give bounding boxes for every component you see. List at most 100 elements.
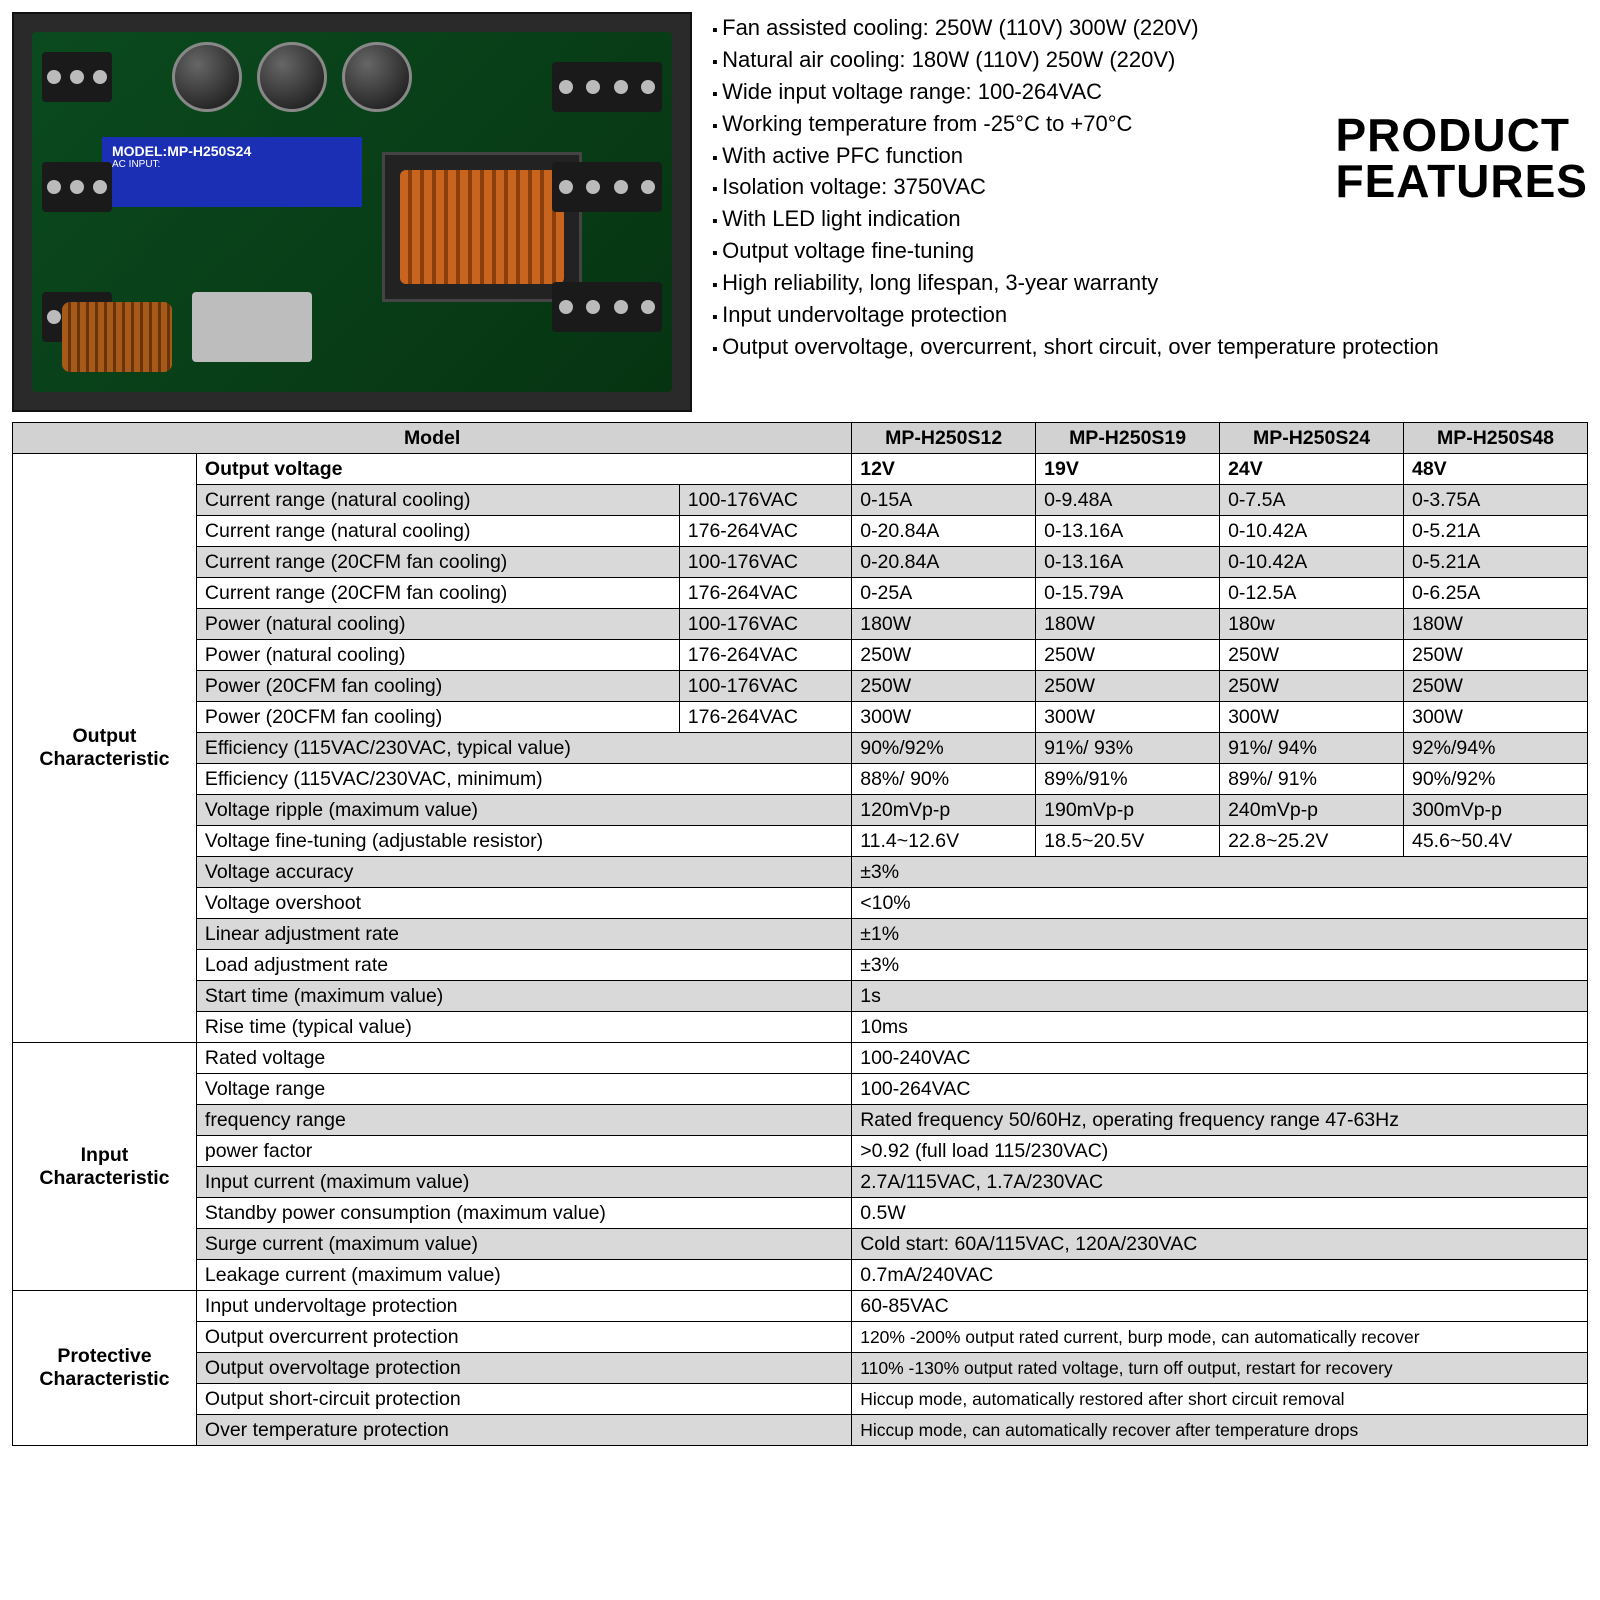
param: Start time (maximum value) bbox=[196, 981, 851, 1012]
val: 300W bbox=[852, 702, 1036, 733]
val: <10% bbox=[852, 888, 1588, 919]
param: Voltage fine-tuning (adjustable resistor… bbox=[196, 826, 851, 857]
feature-item: High reliability, long lifespan, 3-year … bbox=[712, 267, 1588, 299]
param: Efficiency (115VAC/230VAC, typical value… bbox=[196, 733, 851, 764]
val: 24V bbox=[1220, 454, 1404, 485]
param: Power (20CFM fan cooling) bbox=[196, 702, 679, 733]
val: 11.4~12.6V bbox=[852, 826, 1036, 857]
val: 250W bbox=[1220, 671, 1404, 702]
val: 0-15A bbox=[852, 485, 1036, 516]
val: 250W bbox=[1403, 640, 1587, 671]
val: Hiccup mode, can automatically recover a… bbox=[852, 1415, 1588, 1446]
val: 300W bbox=[1036, 702, 1220, 733]
val: 0-20.84A bbox=[852, 547, 1036, 578]
val: 0-3.75A bbox=[1403, 485, 1587, 516]
param: Voltage accuracy bbox=[196, 857, 851, 888]
val: 240mVp-p bbox=[1220, 795, 1404, 826]
param: Linear adjustment rate bbox=[196, 919, 851, 950]
val: 89%/91% bbox=[1036, 764, 1220, 795]
val: 88%/ 90% bbox=[852, 764, 1036, 795]
val: 180W bbox=[852, 609, 1036, 640]
val: Hiccup mode, automatically restored afte… bbox=[852, 1384, 1588, 1415]
feature-item: Input undervoltage protection bbox=[712, 299, 1588, 331]
val: 100-264VAC bbox=[852, 1074, 1588, 1105]
val: 250W bbox=[1036, 640, 1220, 671]
product-features-title: PRODUCTFEATURES bbox=[1336, 112, 1589, 204]
param: Over temperature protection bbox=[196, 1415, 851, 1446]
spec-table: Model MP-H250S12 MP-H250S19 MP-H250S24 M… bbox=[12, 422, 1588, 1446]
param: Current range (natural cooling) bbox=[196, 485, 679, 516]
product-photo: MODEL:MP-H250S24 AC INPUT: bbox=[12, 12, 692, 412]
val: 90%/92% bbox=[852, 733, 1036, 764]
val: 1s bbox=[852, 981, 1588, 1012]
param: Input current (maximum value) bbox=[196, 1167, 851, 1198]
val: 180W bbox=[1403, 609, 1587, 640]
val: 91%/ 93% bbox=[1036, 733, 1220, 764]
val: 45.6~50.4V bbox=[1403, 826, 1587, 857]
val: 120% -200% output rated current, burp mo… bbox=[852, 1322, 1588, 1353]
val: 0-5.21A bbox=[1403, 547, 1587, 578]
section-protective: Protective Characteristic bbox=[13, 1291, 197, 1446]
header-m4: MP-H250S48 bbox=[1403, 423, 1587, 454]
val: 250W bbox=[1403, 671, 1587, 702]
val: 0-9.48A bbox=[1036, 485, 1220, 516]
val: ±3% bbox=[852, 857, 1588, 888]
param: Power (natural cooling) bbox=[196, 609, 679, 640]
feature-item: Output voltage fine-tuning bbox=[712, 235, 1588, 267]
param: Voltage ripple (maximum value) bbox=[196, 795, 851, 826]
sub: 100-176VAC bbox=[679, 671, 851, 702]
val: 2.7A/115VAC, 1.7A/230VAC bbox=[852, 1167, 1588, 1198]
section-output: Output Characteristic bbox=[13, 454, 197, 1043]
val: 0-6.25A bbox=[1403, 578, 1587, 609]
sub: 100-176VAC bbox=[679, 547, 851, 578]
section-input: Input Characteristic bbox=[13, 1043, 197, 1291]
val: 250W bbox=[852, 640, 1036, 671]
param: Rise time (typical value) bbox=[196, 1012, 851, 1043]
val: 0-20.84A bbox=[852, 516, 1036, 547]
pcb-label-ac: AC INPUT: bbox=[112, 159, 352, 170]
val: 0.7mA/240VAC bbox=[852, 1260, 1588, 1291]
header-m2: MP-H250S19 bbox=[1036, 423, 1220, 454]
val: 89%/ 91% bbox=[1220, 764, 1404, 795]
feature-item: Natural air cooling: 180W (110V) 250W (2… bbox=[712, 44, 1588, 76]
val: Cold start: 60A/115VAC, 120A/230VAC bbox=[852, 1229, 1588, 1260]
val: 0-10.42A bbox=[1220, 547, 1404, 578]
param: Output short-circuit protection bbox=[196, 1384, 851, 1415]
param: Surge current (maximum value) bbox=[196, 1229, 851, 1260]
feature-item: With LED light indication bbox=[712, 203, 1588, 235]
param: Efficiency (115VAC/230VAC, minimum) bbox=[196, 764, 851, 795]
val: 0-12.5A bbox=[1220, 578, 1404, 609]
param: Voltage overshoot bbox=[196, 888, 851, 919]
val: 92%/94% bbox=[1403, 733, 1587, 764]
val: 0-15.79A bbox=[1036, 578, 1220, 609]
param: Load adjustment rate bbox=[196, 950, 851, 981]
val: 180w bbox=[1220, 609, 1404, 640]
val: 18.5~20.5V bbox=[1036, 826, 1220, 857]
param: Output overcurrent protection bbox=[196, 1322, 851, 1353]
header-model: Model bbox=[13, 423, 852, 454]
param: Rated voltage bbox=[196, 1043, 851, 1074]
header-m3: MP-H250S24 bbox=[1220, 423, 1404, 454]
val: 180W bbox=[1036, 609, 1220, 640]
header-m1: MP-H250S12 bbox=[852, 423, 1036, 454]
val: 0-25A bbox=[852, 578, 1036, 609]
val: 300W bbox=[1220, 702, 1404, 733]
val: 110% -130% output rated voltage, turn of… bbox=[852, 1353, 1588, 1384]
sub: 176-264VAC bbox=[679, 516, 851, 547]
val: 0-5.21A bbox=[1403, 516, 1587, 547]
param: Input undervoltage protection bbox=[196, 1291, 851, 1322]
val: 300mVp-p bbox=[1403, 795, 1587, 826]
val: 0-7.5A bbox=[1220, 485, 1404, 516]
val: 100-240VAC bbox=[852, 1043, 1588, 1074]
feature-item: Output overvoltage, overcurrent, short c… bbox=[712, 331, 1588, 363]
val: 250W bbox=[852, 671, 1036, 702]
param: Current range (20CFM fan cooling) bbox=[196, 547, 679, 578]
val: 19V bbox=[1036, 454, 1220, 485]
feature-item: Wide input voltage range: 100-264VAC bbox=[712, 76, 1588, 108]
val: 300W bbox=[1403, 702, 1587, 733]
param: power factor bbox=[196, 1136, 851, 1167]
feature-item: Fan assisted cooling: 250W (110V) 300W (… bbox=[712, 12, 1588, 44]
param: Voltage range bbox=[196, 1074, 851, 1105]
val: ±3% bbox=[852, 950, 1588, 981]
param: Current range (20CFM fan cooling) bbox=[196, 578, 679, 609]
